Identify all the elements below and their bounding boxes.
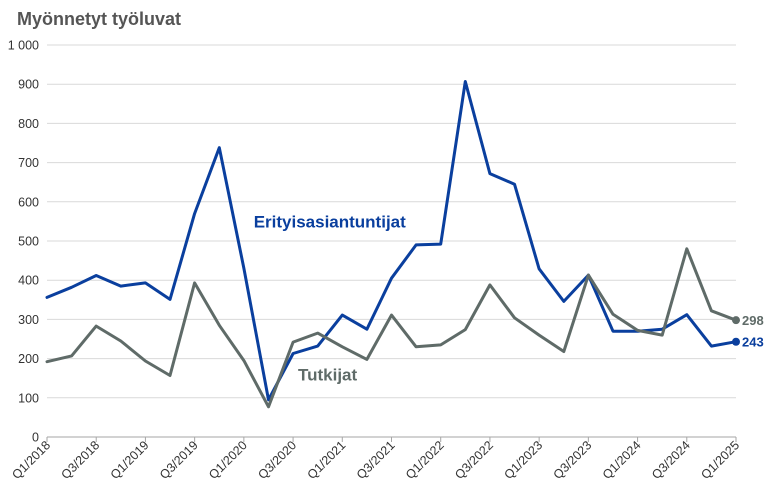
x-tick-label: Q3/2019 (157, 438, 201, 482)
y-tick-label: 700 (18, 156, 39, 170)
series-label-tutkijat: Tutkijat (298, 365, 358, 384)
series-lines (45, 80, 740, 409)
end-point-tutkijat (732, 316, 740, 325)
y-axis-tick-labels: 0 100 200 300 400 500 600 700 800 900 1 000 (8, 39, 39, 445)
x-tick-label: Q1/2020 (206, 438, 250, 482)
y-tick-label: 0 (32, 431, 39, 445)
y-tick-label: 500 (18, 235, 39, 249)
y-tick-label: 100 (18, 391, 39, 405)
x-axis (46, 436, 737, 442)
x-tick-label: Q1/2018 (9, 438, 53, 482)
gridlines (47, 44, 736, 399)
series-line-erityisasiantuntijat (45, 80, 738, 402)
x-tick-label: Q1/2024 (600, 438, 644, 482)
series-label-erityisasiantuntijat: Erityisasiantuntijat (254, 212, 406, 231)
x-tick-label: Q1/2021 (305, 438, 349, 482)
x-tick-label: Q3/2023 (551, 438, 595, 482)
y-tick-label: 300 (18, 313, 39, 327)
x-tick-label: Q3/2021 (354, 438, 398, 482)
x-tick-label: Q1/2019 (108, 438, 152, 482)
y-tick-label: 400 (18, 274, 39, 288)
y-tick-label: 900 (18, 78, 39, 92)
x-tick-label: Q3/2024 (649, 438, 693, 482)
x-axis-tick-labels: Q1/2018 Q3/2018 Q1/2019 Q3/2019 Q1/2020 Q3/20… (9, 438, 742, 482)
y-tick-label: 800 (18, 117, 39, 131)
x-tick-label: Q3/2018 (59, 438, 103, 482)
end-value-label-erityisasiantuntijat: 243 (742, 335, 764, 350)
y-tick-label: 600 (18, 195, 39, 209)
x-tick-label: Q3/2022 (452, 438, 496, 482)
y-tick-label: 200 (18, 352, 39, 366)
x-tick-label: Q1/2022 (403, 438, 447, 482)
x-tick-label: Q1/2023 (501, 438, 545, 482)
end-point-erityisasiantuntijat (732, 337, 740, 346)
series-labels: Erityisasiantuntijat 243 Tutkijat 298 (254, 212, 764, 384)
y-tick-label: 1 000 (8, 39, 39, 53)
x-tick-label: Q3/2020 (255, 438, 299, 482)
chart-title: Myönnetyt työluvat (17, 9, 181, 29)
series-line-tutkijat (45, 247, 738, 409)
end-value-label-tutkijat: 298 (742, 313, 764, 328)
x-tick-label: Q1/2025 (698, 438, 742, 482)
